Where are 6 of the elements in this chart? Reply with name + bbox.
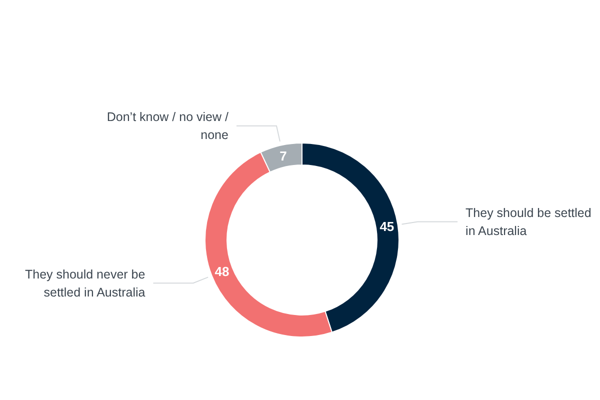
slice-label: Don’t know / no view / none xyxy=(106,110,229,142)
data-label: 48 xyxy=(214,264,230,280)
slice-label: They should be settled in Australia xyxy=(466,206,592,238)
data-label: 45 xyxy=(380,219,394,234)
slice-label: They should never be settled in Australia xyxy=(24,267,146,300)
data-label: 7 xyxy=(280,148,287,164)
